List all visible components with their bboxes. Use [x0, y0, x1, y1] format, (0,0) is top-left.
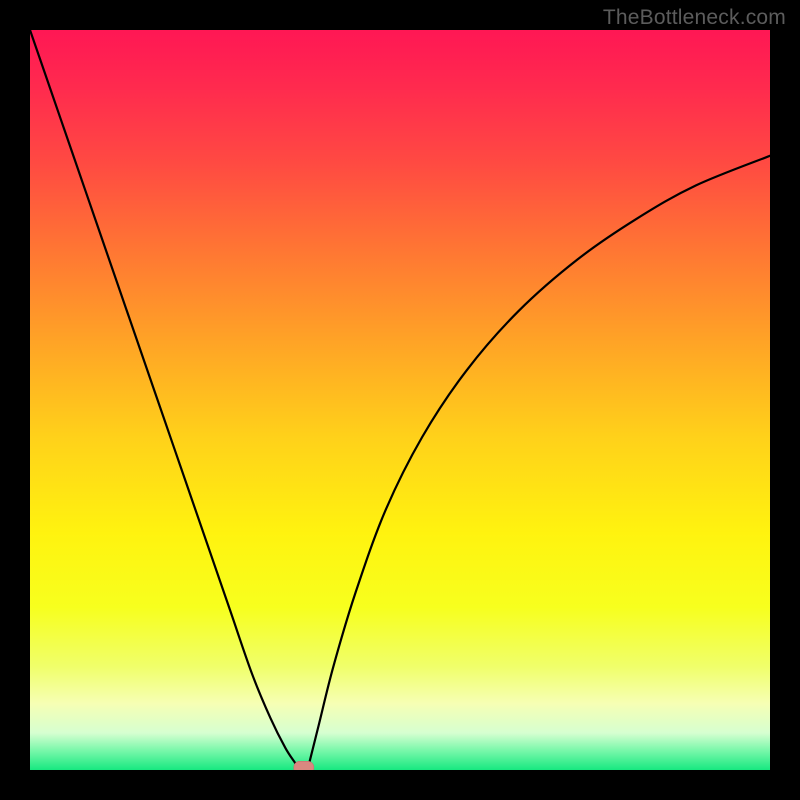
bottleneck-chart-svg [0, 0, 800, 800]
watermark-text: TheBottleneck.com [603, 6, 786, 30]
chart-frame: TheBottleneck.com [0, 0, 800, 800]
gradient-plot-background [30, 30, 770, 770]
